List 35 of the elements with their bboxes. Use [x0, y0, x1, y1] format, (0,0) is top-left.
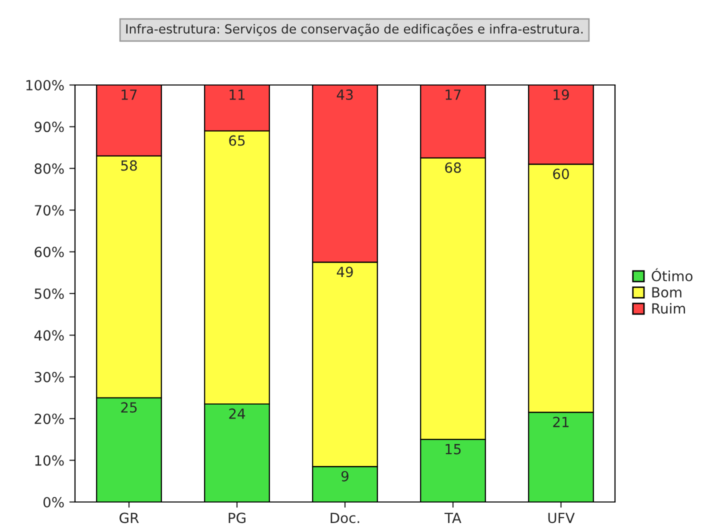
y-tick-label: 70%: [34, 205, 64, 216]
y-tick-label: 60%: [34, 246, 64, 258]
y-tick-label: 10%: [35, 455, 64, 466]
data-label: 17: [122, 90, 137, 100]
data-label: 49: [336, 266, 353, 278]
data-label: 15: [446, 444, 461, 454]
x-tick-label: GR: [120, 512, 139, 524]
data-label: 25: [121, 402, 137, 413]
legend-label: Bom: [652, 287, 682, 298]
data-label: 65: [229, 135, 245, 146]
y-tick-label: 20%: [34, 414, 64, 424]
data-label: 68: [445, 162, 461, 173]
x-tick-label: Doc.: [330, 512, 360, 524]
x-tick-label: TA: [444, 512, 462, 523]
x-tick-label: PG: [228, 512, 246, 524]
data-label: 60: [553, 168, 569, 180]
legend-label: Ótimo: [652, 268, 692, 282]
y-tick-label: 40%: [34, 330, 64, 341]
data-label: 21: [553, 416, 569, 428]
y-tick-label: 100%: [26, 80, 64, 90]
data-label: 9: [341, 470, 348, 482]
data-label: 24: [229, 408, 246, 419]
x-tick-label: UFV: [548, 512, 575, 524]
data-label: 19: [554, 89, 569, 100]
y-tick-label: 50%: [34, 288, 64, 299]
y-tick-label: 80%: [34, 163, 64, 174]
y-tick-label: 0%: [43, 496, 64, 508]
data-label: 17: [446, 90, 461, 100]
chart-title: Infra-estrutura: Serviços de conservação de edificações e infra-estrutura.: [126, 24, 583, 36]
data-label: 11: [230, 90, 245, 100]
y-tick-label: 30%: [34, 372, 64, 382]
data-label: 43: [336, 89, 353, 100]
data-label: 58: [121, 160, 137, 171]
legend-label: Ruim: [652, 303, 685, 314]
y-tick-label: 90%: [34, 122, 64, 132]
